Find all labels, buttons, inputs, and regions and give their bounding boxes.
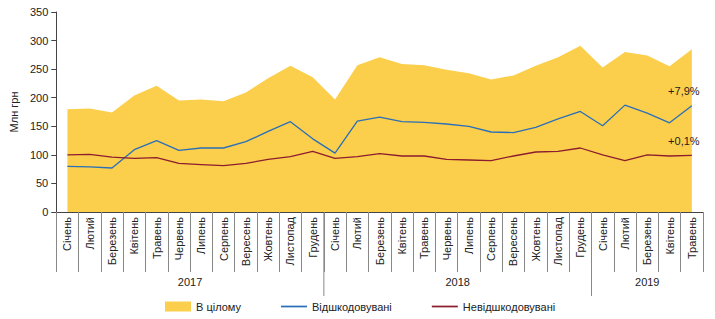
svg-text:Квітень: Квітень	[664, 217, 676, 255]
svg-text:Лютий: Лютий	[619, 217, 631, 250]
svg-text:Квітень: Квітень	[128, 217, 140, 255]
svg-text:Серпень: Серпень	[218, 217, 230, 261]
svg-text:Грудень: Грудень	[574, 217, 586, 258]
svg-text:Травень: Травень	[151, 217, 163, 259]
svg-text:+7,9%: +7,9%	[668, 85, 700, 97]
svg-text:Січень: Січень	[61, 217, 73, 251]
svg-text:50: 50	[36, 177, 48, 189]
svg-text:Невідшкодовувані: Невідшкодовувані	[463, 301, 555, 313]
svg-text:250: 250	[30, 63, 48, 75]
svg-text:2018: 2018	[445, 276, 469, 288]
svg-text:Листопад: Листопад	[552, 216, 564, 265]
svg-text:Травень: Травень	[686, 217, 698, 259]
svg-text:100: 100	[30, 149, 48, 161]
svg-text:Відшкодовувані: Відшкодовувані	[312, 301, 392, 313]
svg-text:Липень: Липень	[463, 217, 475, 255]
svg-text:Червень: Червень	[173, 217, 185, 260]
svg-text:Млн грн: Млн грн	[8, 92, 20, 133]
svg-text:+0,1%: +0,1%	[668, 135, 700, 147]
svg-text:Червень: Червень	[441, 217, 453, 260]
svg-text:Липень: Липень	[195, 217, 207, 255]
svg-text:Вересень: Вересень	[240, 217, 252, 266]
svg-text:Вересень: Вересень	[507, 217, 519, 266]
svg-text:Жовтень: Жовтень	[530, 217, 542, 262]
svg-text:Листопад: Листопад	[284, 216, 296, 265]
svg-text:Січень: Січень	[329, 217, 341, 251]
svg-text:Жовтень: Жовтень	[262, 217, 274, 262]
svg-text:2019: 2019	[635, 276, 659, 288]
svg-text:350: 350	[30, 6, 48, 18]
svg-text:300: 300	[30, 35, 48, 47]
svg-text:Січень: Січень	[597, 217, 609, 251]
svg-text:Березень: Березень	[374, 217, 386, 265]
svg-text:2017: 2017	[178, 276, 202, 288]
svg-text:0: 0	[42, 206, 48, 218]
svg-text:Грудень: Грудень	[307, 217, 319, 258]
svg-text:Лютий: Лютий	[84, 217, 96, 250]
svg-text:Серпень: Серпень	[485, 217, 497, 261]
svg-text:Березень: Березень	[106, 217, 118, 265]
svg-text:Березень: Березень	[641, 217, 653, 265]
svg-text:Травень: Травень	[418, 217, 430, 259]
svg-text:150: 150	[30, 120, 48, 132]
svg-text:Лютий: Лютий	[351, 217, 363, 250]
svg-text:200: 200	[30, 92, 48, 104]
svg-text:Квітень: Квітень	[396, 217, 408, 255]
svg-text:В цілому: В цілому	[196, 301, 241, 313]
